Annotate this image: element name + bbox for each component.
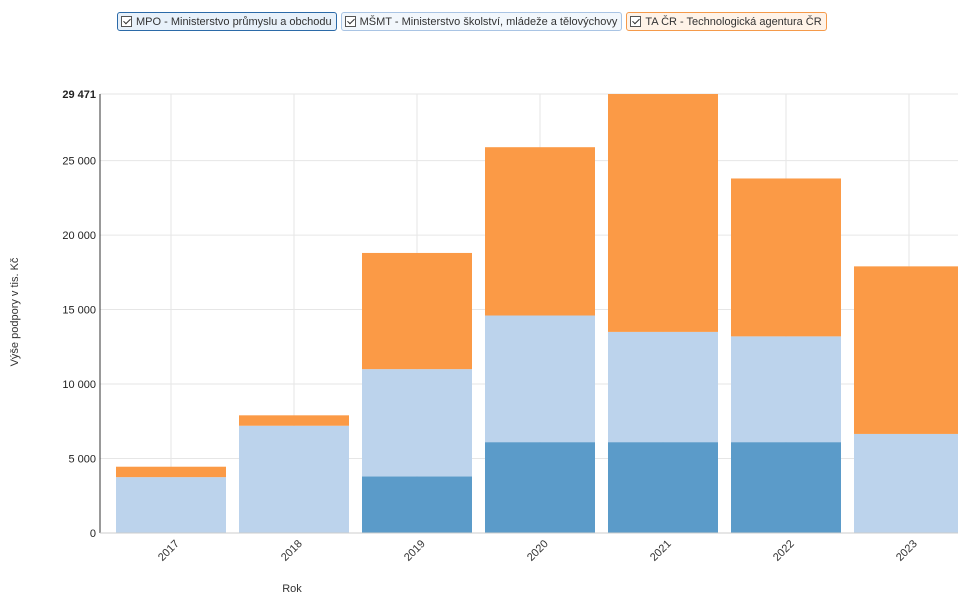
bar-segment [608,442,718,533]
y-tick-label: 5 000 [68,454,96,466]
x-tick-label: 2022 [771,538,797,564]
x-axis-label: Rok [282,583,302,595]
bar-segment [731,442,841,533]
x-tick-label: 2023 [894,538,920,564]
bar-segment [608,331,718,443]
legend-item-tacr[interactable]: TA ČR - Technologická agentura ČR [626,12,827,31]
bar-segment [485,442,595,533]
bar-segment [362,476,472,533]
y-tick-label: 10 000 [62,379,96,391]
bar-segment [608,94,718,332]
y-tick-label: 29 471 [62,89,96,101]
x-tick-label: 2020 [525,538,551,564]
bar-segment [731,178,841,337]
bar-segment [362,252,472,370]
bar-segment [731,336,841,443]
checkbox-icon[interactable] [630,16,642,27]
y-tick-label: 15 000 [62,305,96,317]
y-axis-label: Výše podpory v tis. Kč [9,257,21,366]
bar-segment [854,266,958,434]
bar-segment [485,147,595,316]
bar-segment [239,415,349,426]
bar-segment [362,369,472,477]
y-tick-label: 0 [90,528,96,540]
chart-legend: MPO - Ministerstvo průmyslu a obchodu MŠ… [117,12,827,31]
bar-segment [485,315,595,443]
legend-label: TA ČR - Technologická agentura ČR [645,15,822,28]
bar-segment [116,477,226,533]
x-tick-label: 2017 [156,538,182,564]
bar-segment [116,466,226,478]
legend-item-msmt[interactable]: MŠMT - Ministerstvo školství, mládeže a … [340,12,623,31]
bars [116,94,958,533]
bar-segment [239,425,349,533]
x-tick-label: 2018 [279,538,305,564]
legend-item-mpo[interactable]: MPO - Ministerstvo průmyslu a obchodu [117,12,337,31]
y-tick-label: 20 000 [62,230,96,242]
y-tick-label: 25 000 [62,156,96,168]
legend-label: MŠMT - Ministerstvo školství, mládeže a … [359,15,618,28]
x-tick-label: 2021 [648,538,674,564]
x-tick-label: 2019 [402,538,428,564]
legend-label: MPO - Ministerstvo průmyslu a obchodu [136,15,332,28]
checkbox-icon[interactable] [121,16,132,27]
checkbox-icon[interactable] [344,16,356,27]
bar-segment [854,433,958,533]
